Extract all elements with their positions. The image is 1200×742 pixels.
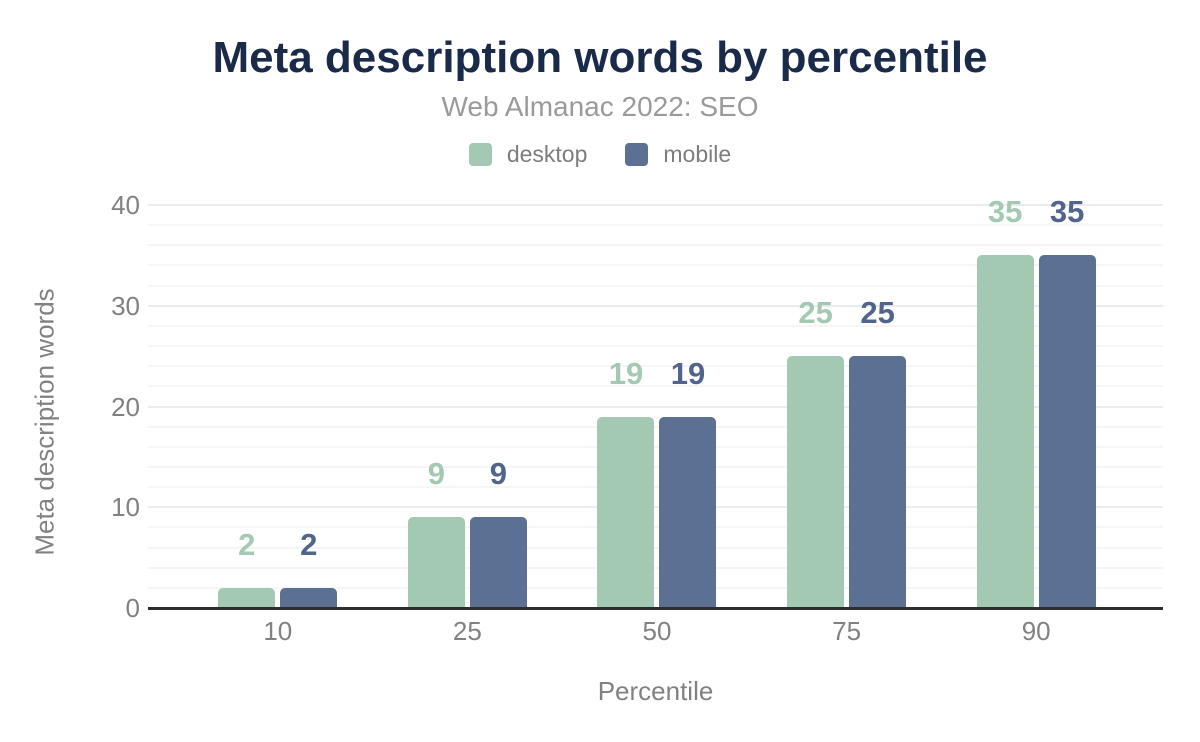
y-tick-label: 40 <box>111 190 140 220</box>
bar-value-label: 9 <box>427 456 446 491</box>
gridline-minor <box>148 385 1163 387</box>
y-tick-label: 30 <box>111 291 140 321</box>
bar-value-label: 25 <box>860 295 895 330</box>
legend-label-mobile: mobile <box>663 141 732 167</box>
bar-value-label: 19 <box>608 356 644 391</box>
mobile-swatch-icon <box>625 142 649 166</box>
bar-value-label: 9 <box>489 456 508 491</box>
bar-desktop-p25[interactable]: 9 <box>407 458 465 608</box>
gridline-minor <box>148 285 1163 287</box>
bar-mobile-p90[interactable]: 35 <box>1038 196 1096 608</box>
gridline-major <box>148 406 1163 408</box>
bar-mobile-p50[interactable]: 19 <box>659 358 717 608</box>
gridline-minor <box>148 365 1163 367</box>
x-tick-label: 25 <box>452 616 482 646</box>
chart-title: Meta description words by percentile <box>212 33 988 82</box>
x-tick-label: 75 <box>832 616 862 646</box>
legend-item-desktop[interactable]: desktop <box>468 141 588 167</box>
desktop-swatch-icon <box>468 142 492 166</box>
bar-desktop-p10[interactable]: 2 <box>218 529 276 608</box>
bar-desktop-p75[interactable]: 25 <box>787 297 845 608</box>
x-axis-title: Percentile <box>597 676 714 706</box>
bar-mobile-p75[interactable]: 25 <box>849 297 907 608</box>
bar-groups: 2 2 9 9 19 19 25 25 35 35 <box>183 196 1131 608</box>
gridline-minor <box>148 567 1163 569</box>
gridline-major <box>148 305 1163 307</box>
legend-label-desktop: desktop <box>506 141 588 167</box>
bar-desktop-p90[interactable]: 35 <box>976 196 1034 608</box>
gridline-minor <box>148 244 1163 246</box>
x-tick-label: 50 <box>642 616 672 646</box>
gridline-minor <box>148 547 1163 549</box>
gridline-minor <box>148 325 1163 327</box>
bar-mobile-p10[interactable]: 2 <box>280 529 338 608</box>
x-axis-line <box>148 607 1163 610</box>
gridline-minor <box>148 224 1163 226</box>
bar-mobile-p25[interactable]: 9 <box>469 458 527 608</box>
bar-value-label: 2 <box>238 527 256 562</box>
bar-group-p50: 19 19 <box>562 205 752 608</box>
gridline-minor <box>148 587 1163 589</box>
chart-legend: desktop mobile <box>0 142 1200 166</box>
y-tick-label: 20 <box>111 392 140 422</box>
x-tick-label: 10 <box>263 616 293 646</box>
y-tick-label: 0 <box>125 593 140 623</box>
chart-subtitle: Web Almanac 2022: SEO <box>441 91 759 122</box>
y-tick-label: 10 <box>111 492 140 522</box>
bar-desktop-p50[interactable]: 19 <box>597 358 655 608</box>
bar-value-label: 19 <box>670 356 706 391</box>
bar-value-label: 35 <box>987 194 1023 229</box>
bar-group-p90: 35 35 <box>941 196 1131 608</box>
y-axis-title: Meta description words <box>29 288 60 556</box>
gridline-minor <box>148 466 1163 468</box>
gridline-minor <box>148 526 1163 528</box>
gridline-minor <box>148 426 1163 428</box>
x-tick-label: 90 <box>1021 616 1051 646</box>
gridline-minor <box>148 486 1163 488</box>
gridline-minor <box>148 264 1163 266</box>
gridline-major <box>148 204 1163 206</box>
legend-item-mobile[interactable]: mobile <box>625 142 731 166</box>
gridline-minor <box>148 446 1163 448</box>
gridline-minor <box>148 345 1163 347</box>
gridline-major <box>148 506 1163 508</box>
bar-value-label: 35 <box>1049 194 1085 229</box>
bar-value-label: 25 <box>798 295 833 330</box>
bar-value-label: 2 <box>300 527 318 562</box>
bar-group-p75: 25 25 <box>752 205 942 608</box>
